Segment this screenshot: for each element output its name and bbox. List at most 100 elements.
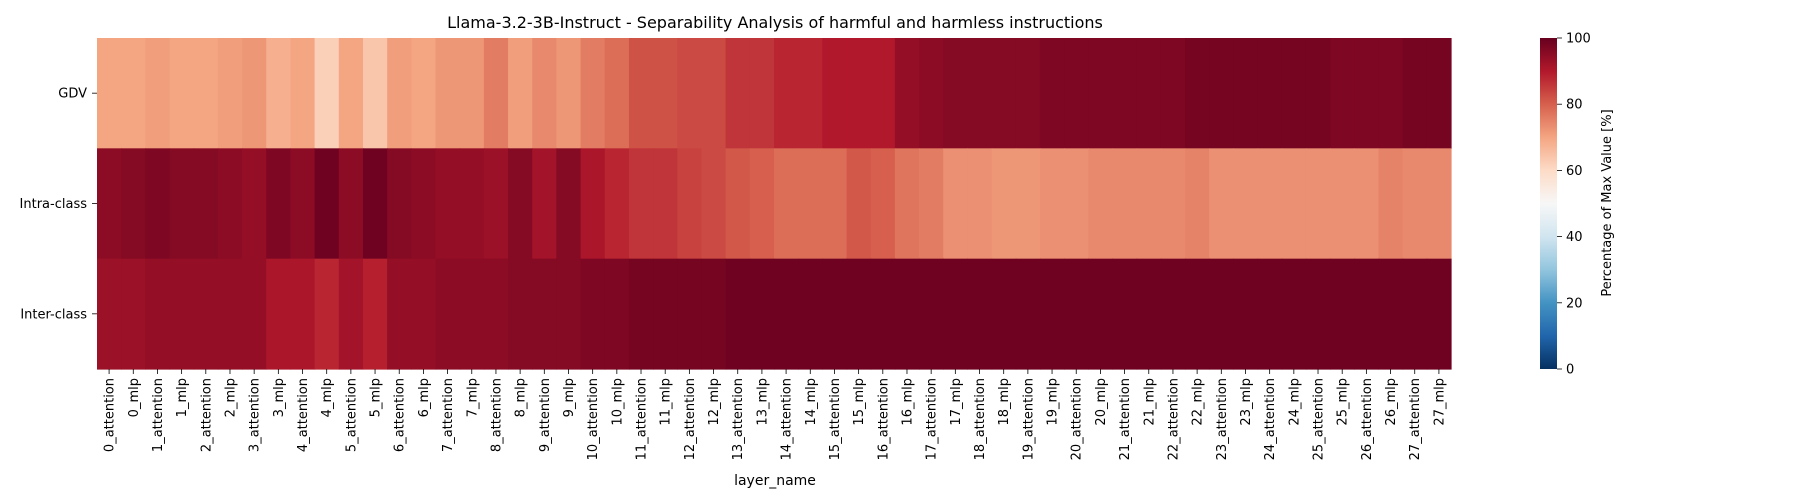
heatmap-cell	[217, 38, 243, 149]
heatmap-cell	[338, 38, 364, 149]
heatmap-cell	[628, 38, 654, 149]
heatmap-cell	[1426, 148, 1452, 260]
heatmap-cell	[628, 148, 654, 260]
heatmap-cell	[774, 38, 799, 149]
heatmap-cell	[1330, 258, 1355, 370]
heatmap-cell	[387, 38, 412, 149]
heatmap-cell	[193, 258, 219, 370]
heatmap-cell	[725, 258, 751, 370]
heatmap-cell	[362, 258, 388, 370]
colorbar-label: Percentage of Max Value [%]	[1600, 109, 1615, 296]
heatmap-cell	[1015, 148, 1041, 260]
heatmap-cell	[556, 148, 582, 260]
column-label: 24_attention	[1263, 378, 1278, 460]
heatmap-cell	[1064, 38, 1089, 149]
heatmap-cell	[653, 148, 678, 260]
heatmap-cell	[411, 38, 437, 149]
heatmap-cell	[193, 148, 219, 260]
heatmap-cell	[290, 148, 316, 260]
heatmap-cell	[290, 258, 316, 370]
heatmap-cell	[725, 38, 751, 149]
heatmap-cell	[1426, 38, 1452, 149]
column-label: 9_attention	[538, 378, 553, 452]
heatmap-cell	[121, 148, 146, 260]
heatmap-cell	[1233, 38, 1259, 149]
heatmap-cell	[532, 38, 557, 149]
column-label: 6_attention	[393, 378, 408, 452]
column-label: 11_attention	[635, 378, 650, 460]
heatmap-cell	[870, 258, 896, 370]
heatmap-cell	[121, 38, 146, 149]
heatmap-cell	[266, 148, 292, 260]
colorbar-tick-label: 20	[1566, 296, 1583, 311]
row-label: Intra-class	[20, 197, 88, 212]
heatmap-cell	[411, 148, 437, 260]
heatmap-cell	[1209, 38, 1234, 149]
heatmap-cell	[1160, 258, 1186, 370]
heatmap-cell	[991, 38, 1017, 149]
heatmap-cell	[387, 258, 412, 370]
column-label: 11_mlp	[659, 378, 674, 426]
heatmap-cell	[1257, 38, 1283, 149]
column-label: 17_attention	[925, 378, 940, 460]
heatmap-cell	[169, 38, 195, 149]
column-label: 5_attention	[344, 378, 359, 452]
heatmap-cell	[1160, 148, 1186, 260]
heatmap-cell	[242, 38, 267, 149]
heatmap-cell	[822, 258, 848, 370]
column-label: 18_mlp	[997, 378, 1012, 426]
heatmap-cell	[1039, 258, 1065, 370]
heatmap-cell	[97, 148, 122, 260]
column-label: 10_attention	[586, 378, 601, 460]
column-label: 7_mlp	[465, 378, 480, 417]
heatmap-cell	[774, 148, 799, 260]
heatmap-cell	[1354, 148, 1380, 260]
heatmap-cell	[967, 258, 993, 370]
column-label: 12_attention	[683, 378, 698, 460]
heatmap-cell	[822, 148, 848, 260]
heatmap-cell	[1305, 258, 1331, 370]
heatmap-cell	[580, 148, 606, 260]
row-label: Inter-class	[20, 307, 87, 322]
heatmap-cell	[822, 38, 848, 149]
column-label: 15_mlp	[852, 378, 867, 426]
heatmap-cell	[725, 148, 751, 260]
heatmap-cell	[314, 38, 340, 149]
heatmap-cell	[1112, 38, 1138, 149]
heatmap-cell	[242, 258, 267, 370]
heatmap-cell	[532, 148, 557, 260]
row-labels: GDV Intra-class Inter-class	[20, 87, 97, 322]
heatmap-cell	[1088, 258, 1114, 370]
column-label: 8_mlp	[514, 378, 529, 417]
heatmap-cell	[1402, 38, 1428, 149]
heatmap-cell	[677, 258, 703, 370]
chart-title: Llama-3.2-3B-Instruct - Separability Ana…	[447, 13, 1103, 32]
row-label: GDV	[58, 87, 87, 102]
heatmap-cell	[1064, 258, 1089, 370]
heatmap-cell	[1378, 258, 1404, 370]
column-label: 26_attention	[1360, 378, 1375, 460]
heatmap-cell	[919, 258, 944, 370]
heatmap-cell	[1185, 148, 1210, 260]
heatmap-cell	[314, 258, 340, 370]
column-label: 9_mlp	[562, 378, 577, 417]
column-label: 13_mlp	[755, 378, 770, 426]
heatmap-cell	[1402, 148, 1428, 260]
heatmap-cell	[362, 148, 388, 260]
heatmap-cell	[217, 148, 243, 260]
heatmap-cell	[846, 148, 872, 260]
column-label: 14_attention	[780, 378, 795, 460]
heatmap-cell	[967, 148, 993, 260]
column-label: 21_attention	[1118, 378, 1133, 460]
heatmap-cell	[943, 38, 969, 149]
column-label: 3_attention	[248, 378, 263, 452]
heatmap-cell	[1015, 38, 1041, 149]
column-label: 27_attention	[1408, 378, 1423, 460]
heatmap-cell	[846, 38, 872, 149]
heatmap-cell	[556, 38, 582, 149]
heatmap-cell	[604, 38, 630, 149]
heatmap-cell	[1209, 148, 1234, 260]
heatmap-cell	[1185, 38, 1210, 149]
heatmap-cell	[1088, 38, 1114, 149]
heatmap-cell	[483, 148, 509, 260]
